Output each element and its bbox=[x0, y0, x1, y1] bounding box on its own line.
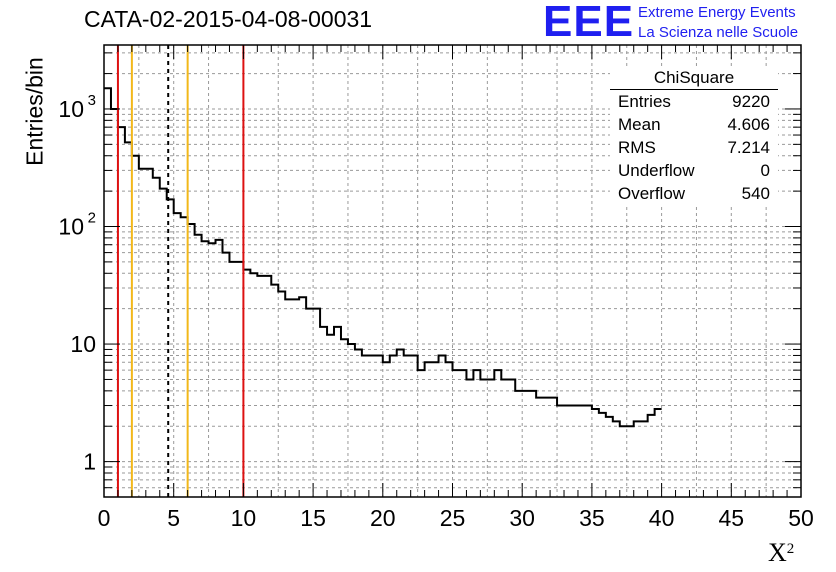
stats-box: ChiSquare Entries 9220 Mean 4.606 RMS 7.… bbox=[610, 66, 778, 205]
stats-row-overflow: Overflow 540 bbox=[610, 182, 778, 205]
y-tick-label: 10 bbox=[70, 331, 96, 357]
stats-label: Mean bbox=[618, 115, 661, 134]
x-tick-label: 20 bbox=[370, 505, 396, 531]
stats-title: ChiSquare bbox=[610, 66, 778, 90]
stats-label: Overflow bbox=[618, 184, 686, 203]
stats-row-rms: RMS 7.214 bbox=[610, 136, 778, 159]
x-axis-label-base: X bbox=[768, 538, 787, 567]
stats-value: 540 bbox=[741, 184, 770, 203]
y-tick-label-exponent: 3 bbox=[88, 92, 96, 109]
stats-value: 0 bbox=[760, 161, 770, 180]
x-tick-label: 15 bbox=[300, 505, 326, 531]
x-axis-label: X2 bbox=[768, 538, 794, 568]
stats-row-underflow: Underflow 0 bbox=[610, 159, 778, 182]
x-axis-label-sup: 2 bbox=[786, 541, 795, 558]
x-tick-label: 50 bbox=[788, 505, 814, 531]
y-axis-label: Entries/bin bbox=[21, 57, 48, 166]
stats-label: Underflow bbox=[618, 161, 695, 180]
y-tick-label: 1 bbox=[83, 449, 96, 475]
stats-label: RMS bbox=[618, 138, 656, 157]
chart-title: CATA-02-2015-04-08-00031 bbox=[84, 6, 373, 32]
eee-logo: EEE bbox=[543, 0, 635, 46]
y-tick-label-exponent: 2 bbox=[88, 210, 96, 227]
x-tick-label: 10 bbox=[231, 505, 257, 531]
x-tick-label: 0 bbox=[98, 505, 111, 531]
x-tick-label: 5 bbox=[167, 505, 180, 531]
y-tick-label: 10 bbox=[58, 96, 84, 122]
stats-value: 7.214 bbox=[727, 138, 770, 157]
logo-line-1: Extreme Energy Events bbox=[638, 4, 796, 21]
x-tick-label: 35 bbox=[579, 505, 605, 531]
y-tick-label: 10 bbox=[58, 214, 84, 240]
stats-row-entries: Entries 9220 bbox=[610, 90, 778, 113]
stats-row-mean: Mean 4.606 bbox=[610, 113, 778, 136]
stats-value: 4.606 bbox=[727, 115, 770, 134]
stats-label: Entries bbox=[618, 92, 671, 111]
logo-line-2: La Scienza nelle Scuole bbox=[638, 24, 799, 41]
x-tick-label: 25 bbox=[440, 505, 466, 531]
x-tick-label: 30 bbox=[509, 505, 535, 531]
x-tick-label: 45 bbox=[719, 505, 745, 531]
x-tick-label: 40 bbox=[649, 505, 675, 531]
stats-value: 9220 bbox=[732, 92, 770, 111]
